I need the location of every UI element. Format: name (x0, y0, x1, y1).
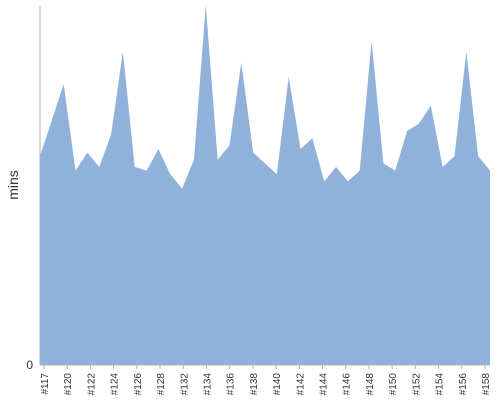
x-ticks: #117 #120 #122 #124 #126 #128 #132 #134 #136 #138… (40, 365, 492, 395)
x-tick-label: #134 (202, 373, 213, 396)
x-tick-label: #152 (411, 373, 422, 396)
y-axis-label: mins (5, 170, 21, 200)
y-ticks: 0 (26, 358, 33, 372)
x-tick-label: #120 (63, 373, 74, 396)
area-series (40, 5, 490, 365)
x-tick-label: #144 (319, 373, 330, 396)
x-tick-label: #150 (388, 373, 399, 396)
x-tick-label: #132 (179, 373, 190, 396)
x-tick-label: #136 (226, 373, 237, 396)
x-tick-label: #154 (435, 373, 446, 396)
x-tick-label: #124 (110, 373, 121, 396)
plot-area (40, 5, 490, 365)
x-tick-label: #156 (458, 373, 469, 396)
y-tick-label: 0 (26, 358, 33, 372)
x-tick-label: #126 (133, 373, 144, 396)
x-tick-label: #117 (40, 373, 51, 395)
x-tick-label: #140 (272, 373, 283, 396)
x-tick-label: #122 (86, 373, 97, 396)
x-tick-label: #158 (481, 373, 492, 396)
x-tick-label: #128 (156, 373, 167, 396)
x-tick-label: #146 (342, 373, 353, 396)
x-tick-label: #142 (295, 373, 306, 396)
x-tick-label: #148 (365, 373, 376, 396)
x-tick-label: #138 (249, 373, 260, 396)
